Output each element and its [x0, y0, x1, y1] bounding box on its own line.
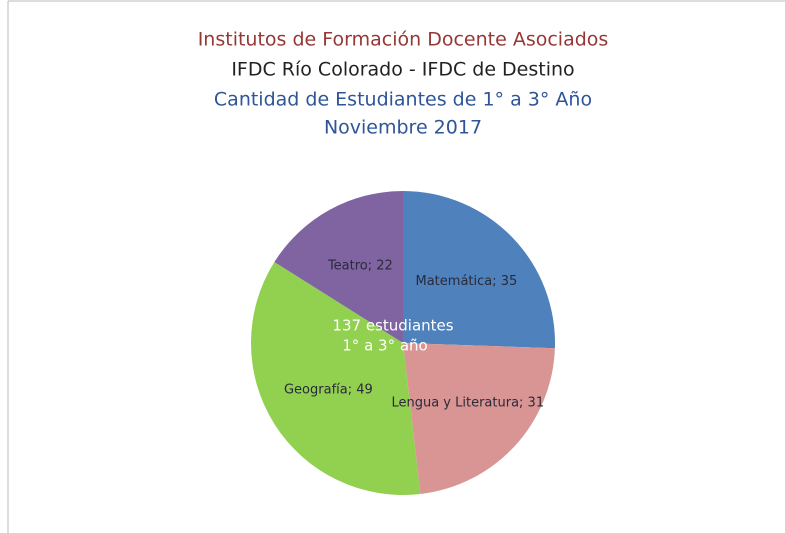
pie-slice [403, 191, 555, 349]
center-annotation: 137 estudiantes [332, 317, 453, 335]
data-label: Geografía; 49 [284, 382, 373, 397]
data-label: Matemática; 35 [416, 274, 518, 289]
pie-slice [251, 262, 421, 495]
chart-subtitle: IFDC Río Colorado - IFDC de Destino [231, 59, 574, 81]
data-label: Teatro; 22 [327, 258, 393, 273]
center-annotation: 1° a 3° año [342, 337, 427, 355]
pie-slice [403, 343, 555, 495]
chart-subtitle: Noviembre 2017 [324, 117, 482, 139]
chart-subtitle: Cantidad de Estudiantes de 1° a 3° Año [214, 89, 592, 111]
chart-title: Institutos de Formación Docente Asociado… [198, 29, 609, 51]
pie-slice [274, 191, 403, 343]
data-label: Lengua y Literatura; 31 [391, 395, 544, 410]
